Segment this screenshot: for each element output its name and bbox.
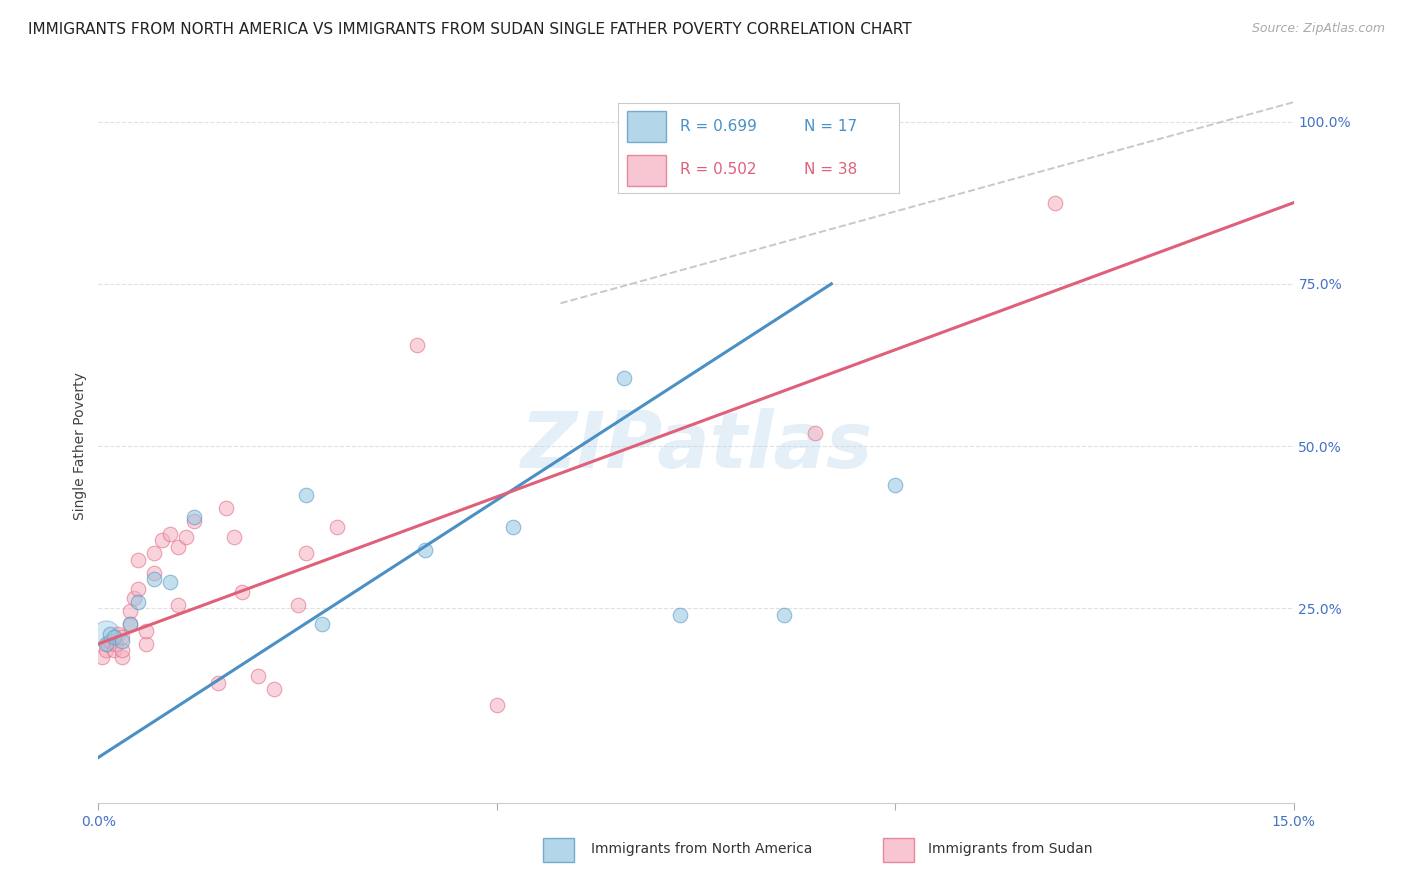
Point (183, 514, 205, 528)
Point (96, 637, 118, 651)
Point (120, 617, 142, 632)
Point (1043, 195, 1066, 210)
Point (111, 649, 134, 664)
Point (263, 682, 285, 697)
Point (103, 643, 125, 657)
Point (143, 566, 166, 580)
Text: ZIPatlas: ZIPatlas (520, 408, 872, 484)
Point (183, 510, 205, 524)
Point (127, 552, 149, 566)
Point (804, 425, 827, 440)
Point (103, 631, 125, 645)
Point (120, 604, 142, 618)
Point (150, 533, 173, 547)
Point (413, 542, 436, 557)
Text: Immigrants from Sudan: Immigrants from Sudan (928, 842, 1092, 856)
Point (96, 643, 118, 657)
Point (884, 478, 907, 492)
Point (97, 637, 120, 651)
Point (485, 698, 508, 713)
Point (159, 575, 181, 590)
Point (502, 520, 524, 534)
Point (98, 633, 122, 648)
Point (246, 669, 269, 683)
Point (143, 572, 166, 586)
Point (207, 675, 229, 690)
Point (143, 546, 166, 560)
Point (167, 540, 190, 554)
Y-axis label: Single Father Poverty: Single Father Poverty (73, 372, 87, 520)
Point (167, 598, 190, 612)
Point (215, 500, 238, 515)
Point (91, 649, 114, 664)
Point (294, 546, 316, 560)
Point (613, 371, 636, 385)
Point (174, 530, 197, 544)
Point (159, 526, 181, 541)
Point (406, 338, 429, 352)
Point (96, 627, 118, 641)
Point (772, 607, 794, 622)
Point (669, 607, 692, 622)
Point (287, 598, 309, 612)
Point (111, 643, 134, 657)
Point (135, 637, 157, 651)
Point (311, 617, 333, 632)
Point (98, 627, 122, 641)
Point (222, 530, 245, 544)
Point (127, 582, 149, 596)
Text: Source: ZipAtlas.com: Source: ZipAtlas.com (1251, 22, 1385, 36)
Point (120, 617, 142, 632)
Point (111, 633, 134, 648)
Point (124, 591, 146, 606)
Point (127, 595, 149, 609)
Text: Immigrants from North America: Immigrants from North America (591, 842, 811, 856)
Point (111, 631, 134, 645)
Point (326, 520, 349, 534)
Point (231, 585, 253, 599)
Text: IMMIGRANTS FROM NORTH AMERICA VS IMMIGRANTS FROM SUDAN SINGLE FATHER POVERTY COR: IMMIGRANTS FROM NORTH AMERICA VS IMMIGRA… (28, 22, 911, 37)
Point (294, 488, 316, 502)
Point (107, 627, 129, 641)
Point (104, 637, 127, 651)
Point (135, 624, 157, 638)
